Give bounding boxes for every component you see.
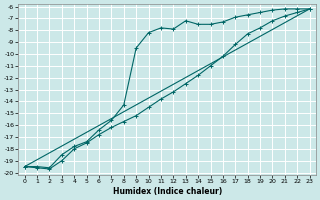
X-axis label: Humidex (Indice chaleur): Humidex (Indice chaleur) [113, 187, 222, 196]
